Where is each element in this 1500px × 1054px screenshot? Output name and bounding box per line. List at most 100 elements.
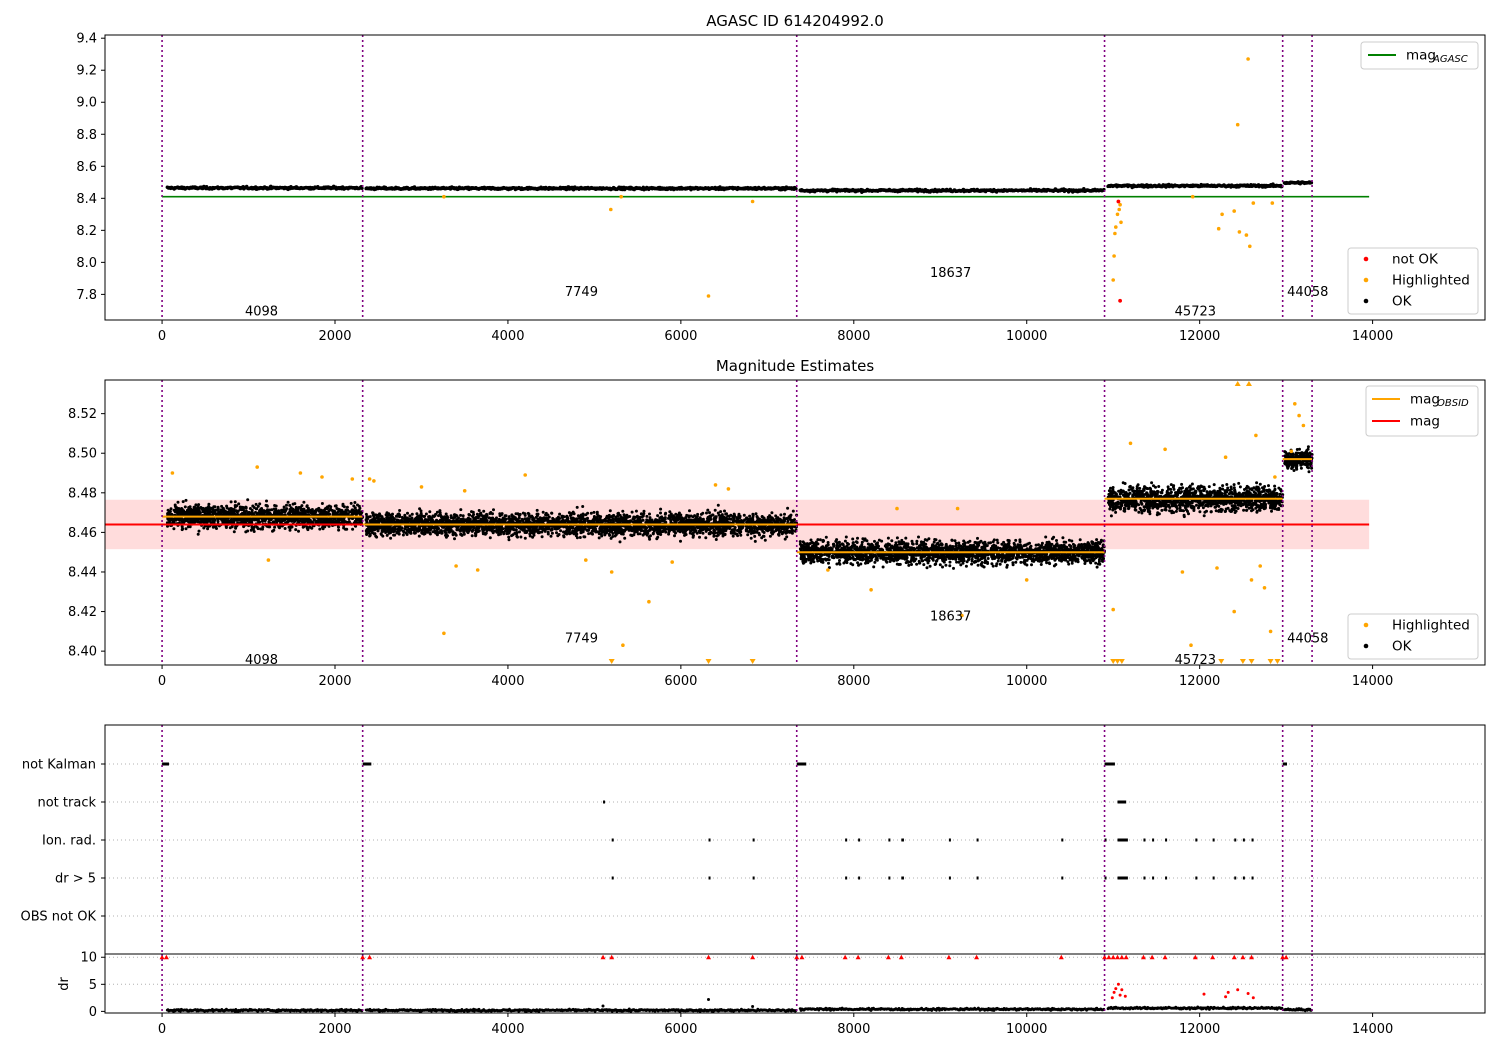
highlighted-point bbox=[1245, 233, 1249, 237]
ok-point bbox=[318, 528, 321, 531]
ok-point bbox=[168, 520, 171, 523]
x-tick-label: 0 bbox=[158, 329, 166, 344]
ok-point bbox=[238, 518, 241, 521]
ok-point bbox=[757, 532, 760, 535]
highlighted-point bbox=[1118, 203, 1122, 207]
x-tick-label: 14000 bbox=[1352, 329, 1393, 344]
ok-point bbox=[234, 500, 237, 503]
x-tick-label: 10000 bbox=[1006, 329, 1047, 344]
ok-point bbox=[306, 504, 309, 507]
ok-point bbox=[794, 187, 797, 190]
ok-point bbox=[265, 500, 268, 503]
ok-point bbox=[695, 516, 698, 519]
ok-point bbox=[237, 510, 240, 513]
ok-point bbox=[348, 517, 351, 520]
ok-point bbox=[183, 511, 186, 514]
panel-agasc: AGASC ID 614204992.0 4098774918637457234… bbox=[76, 12, 1485, 344]
ok-point bbox=[285, 504, 288, 507]
ok-point bbox=[331, 509, 334, 512]
ok-point bbox=[332, 521, 335, 524]
ok-point bbox=[286, 521, 289, 524]
ok-point bbox=[355, 518, 358, 521]
ok-point bbox=[334, 511, 337, 514]
ok-point bbox=[204, 513, 207, 516]
legend-label: Highlighted bbox=[1392, 273, 1470, 289]
highlighted-point bbox=[609, 208, 613, 212]
ok-point bbox=[528, 513, 531, 516]
ok-point bbox=[555, 531, 558, 534]
ok-point bbox=[184, 505, 187, 508]
y-tick-label: 8.0 bbox=[76, 256, 97, 271]
ok-point bbox=[478, 509, 481, 512]
ok-point bbox=[172, 518, 175, 521]
ok-point bbox=[542, 511, 545, 514]
ok-point bbox=[719, 510, 722, 513]
legend-label: not OK bbox=[1392, 252, 1439, 268]
ok-point bbox=[234, 506, 237, 509]
ok-point bbox=[418, 535, 421, 538]
ok-point bbox=[284, 509, 287, 512]
highlighted-point bbox=[707, 294, 711, 298]
ok-point bbox=[220, 505, 223, 508]
ok-point bbox=[664, 512, 667, 515]
ok-point bbox=[275, 512, 278, 515]
ok-point bbox=[229, 513, 232, 516]
ok-point bbox=[291, 508, 294, 511]
ok-point bbox=[664, 531, 667, 534]
ok-point bbox=[621, 510, 624, 513]
ok-point bbox=[248, 511, 251, 514]
ok-point bbox=[328, 513, 331, 516]
ok-point bbox=[792, 510, 795, 513]
ok-point bbox=[309, 521, 312, 524]
ok-point bbox=[579, 531, 582, 534]
y-tick-label: 8.2 bbox=[76, 224, 97, 239]
highlighted-point bbox=[1112, 254, 1116, 258]
ok-point bbox=[250, 529, 253, 532]
legend-marker bbox=[1364, 278, 1369, 283]
ok-point bbox=[508, 532, 511, 535]
ok-point bbox=[312, 512, 315, 515]
ok-point bbox=[230, 510, 233, 513]
x-tick-label: 6000 bbox=[664, 329, 697, 344]
ok-point bbox=[326, 506, 329, 509]
ok-point bbox=[187, 525, 190, 528]
ok-point bbox=[253, 518, 256, 521]
ok-point bbox=[414, 532, 417, 535]
ok-point bbox=[320, 519, 323, 522]
ok-point bbox=[583, 535, 586, 538]
ok-point bbox=[473, 526, 476, 529]
ok-point bbox=[743, 514, 746, 517]
ok-point bbox=[685, 514, 688, 517]
y-tick-label: 7.8 bbox=[76, 288, 97, 303]
y-tick-label: 9.2 bbox=[76, 64, 97, 79]
ok-point bbox=[177, 511, 180, 514]
ok-point bbox=[717, 504, 720, 507]
highlighted-point bbox=[1271, 201, 1275, 205]
ok-point bbox=[340, 512, 343, 515]
y-tick-label: 8.4 bbox=[76, 192, 97, 207]
ok-point bbox=[202, 507, 205, 510]
ok-point bbox=[246, 530, 249, 533]
ok-point bbox=[746, 533, 749, 536]
y-tick-label: 8.8 bbox=[76, 128, 97, 143]
ok-point bbox=[519, 536, 522, 539]
ok-point bbox=[188, 511, 191, 514]
ok-point bbox=[592, 520, 595, 523]
not-ok-point bbox=[1117, 200, 1121, 204]
highlighted-point bbox=[1116, 213, 1120, 217]
ok-point bbox=[309, 526, 312, 529]
ok-point bbox=[579, 536, 582, 539]
ok-point bbox=[280, 512, 283, 515]
ok-point bbox=[306, 510, 309, 513]
ok-point bbox=[212, 526, 215, 529]
highlighted-point bbox=[1111, 278, 1115, 282]
ok-point bbox=[180, 508, 183, 511]
ok-point bbox=[302, 501, 305, 504]
ok-point bbox=[294, 528, 297, 531]
ok-point bbox=[315, 521, 318, 524]
ok-point bbox=[292, 512, 295, 515]
ok-point bbox=[270, 508, 273, 511]
ok-point bbox=[297, 513, 300, 516]
ok-point bbox=[770, 511, 773, 514]
